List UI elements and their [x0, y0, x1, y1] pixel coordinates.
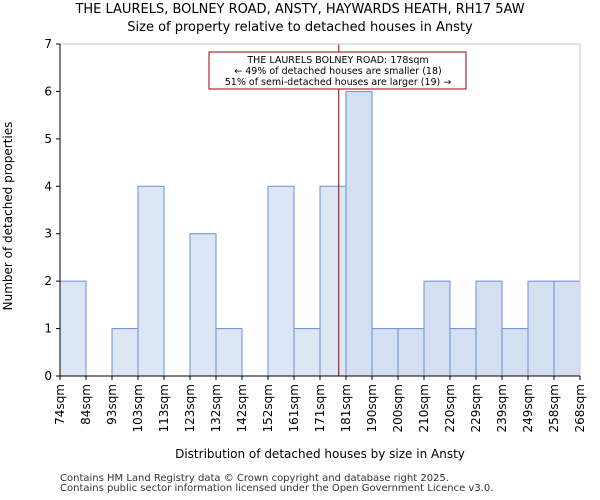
x-tick-label: 258sqm: [547, 384, 561, 432]
annotation-line-1: THE LAURELS BOLNEY ROAD: 178sqm: [246, 55, 428, 66]
annotation-line-3: 51% of semi-detached houses are larger (…: [225, 77, 452, 88]
bar-210sqm: [423, 280, 451, 377]
annotation-box: THE LAURELS BOLNEY ROAD: 178sqm ← 49% of…: [208, 51, 467, 90]
y-ticks: 0 1 2 3 4 5 6 7: [44, 37, 60, 383]
x-tick-label: 123sqm: [183, 384, 197, 432]
bar-258sqm: [553, 280, 581, 377]
bar-200sqm: [397, 328, 425, 377]
y-tick-label: 6: [44, 84, 52, 98]
bar-123sqm: [189, 233, 217, 377]
x-tick-label: 103sqm: [131, 384, 145, 432]
x-axis-label: Distribution of detached houses by size …: [175, 447, 465, 461]
bar-190sqm: [371, 328, 399, 377]
footer-copyright: Contains HM Land Registry data © Crown c…: [60, 473, 449, 484]
bar-220sqm: [449, 328, 477, 377]
bar-152sqm: [267, 185, 295, 377]
x-tick-label: 268sqm: [573, 384, 587, 432]
x-tick-label: 171sqm: [313, 384, 327, 432]
x-tick-label: 74sqm: [53, 384, 67, 425]
x-tick-label: 142sqm: [235, 384, 249, 432]
bars-layer: [59, 90, 581, 377]
bar-93sqm: [111, 328, 139, 377]
x-tick-label: 210sqm: [417, 384, 431, 432]
x-tick-label: 93sqm: [105, 384, 119, 425]
chart-subtitle: Size of property relative to detached ho…: [127, 20, 473, 35]
footer-licence: Contains public sector information licen…: [60, 483, 494, 494]
annotation-line-2: ← 49% of detached houses are smaller (18…: [234, 66, 441, 77]
bar-103sqm: [137, 185, 165, 377]
y-tick-label: 5: [44, 132, 52, 146]
bar-249sqm: [527, 280, 555, 377]
y-tick-label: 1: [44, 322, 52, 336]
x-tick-label: 84sqm: [79, 384, 93, 425]
y-tick-label: 7: [44, 37, 52, 51]
x-tick-label: 249sqm: [521, 384, 535, 432]
bar-229sqm: [475, 280, 503, 377]
bar-239sqm: [501, 328, 529, 377]
x-tick-label: 239sqm: [495, 384, 509, 432]
x-tick-label: 200sqm: [391, 384, 405, 432]
x-tick-label: 229sqm: [469, 384, 483, 432]
bar-161sqm: [293, 328, 321, 377]
x-tick-label: 220sqm: [443, 384, 457, 432]
y-tick-label: 3: [44, 227, 52, 241]
bar-171sqm: [319, 185, 347, 377]
y-axis-label: Number of detached properties: [1, 122, 15, 311]
bar-181sqm: [345, 90, 373, 377]
x-tick-label: 132sqm: [209, 384, 223, 432]
bar-74sqm: [59, 280, 87, 377]
x-tick-label: 190sqm: [365, 384, 379, 432]
x-ticks: 74sqm 84sqm 93sqm 103sqm 113sqm 123sqm 132sqm 1…: [53, 376, 587, 432]
y-tick-label: 0: [44, 369, 52, 383]
x-tick-label: 113sqm: [157, 384, 171, 432]
y-tick-label: 2: [44, 274, 52, 288]
y-tick-label: 4: [44, 179, 52, 193]
x-tick-label: 161sqm: [287, 384, 301, 432]
x-tick-label: 181sqm: [339, 384, 353, 432]
x-tick-label: 152sqm: [261, 384, 275, 432]
chart-title: THE LAURELS, BOLNEY ROAD, ANSTY, HAYWARD…: [75, 2, 525, 17]
bar-132sqm: [215, 328, 243, 377]
